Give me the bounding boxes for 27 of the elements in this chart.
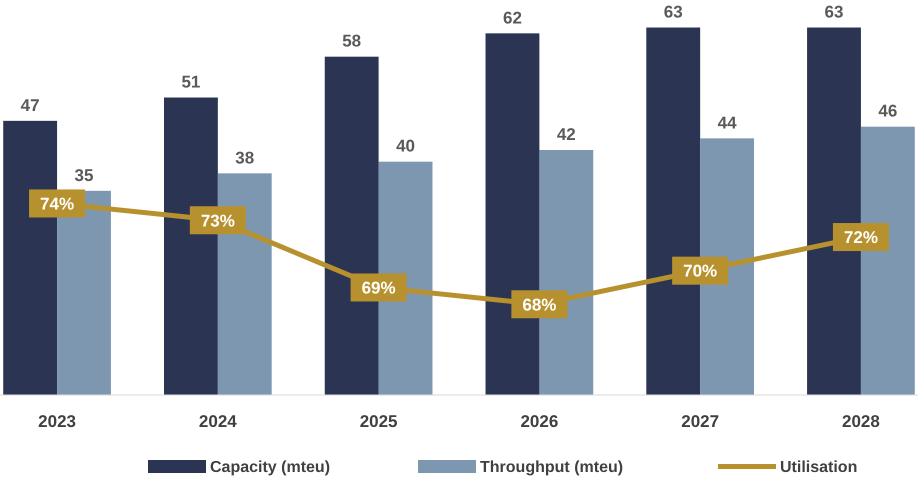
x-tick-label: 2027 [681, 412, 720, 431]
x-tick-label: 2026 [520, 412, 558, 431]
data-label: 42 [556, 125, 576, 144]
x-tick-label: 2025 [360, 412, 398, 431]
legend-label: Throughput (mteu) [480, 459, 624, 476]
data-label: 63 [824, 2, 844, 22]
data-label: 72% [844, 228, 878, 248]
legend-label: Utilisation [780, 459, 858, 476]
data-label: 44 [718, 113, 738, 132]
data-label: 68% [522, 295, 556, 314]
data-label: 46 [878, 102, 898, 121]
data-label: 69% [362, 278, 396, 298]
data-label: 38 [235, 148, 254, 168]
data-label: 63 [664, 2, 683, 22]
legend-label: Capacity (mteu) [210, 459, 330, 476]
x-tick-label: 2023 [38, 412, 76, 431]
data-label: 35 [74, 166, 94, 185]
data-label: 73% [200, 211, 235, 230]
data-label: 74% [40, 194, 74, 214]
data-label: 51 [181, 72, 200, 92]
data-label: 58 [342, 32, 362, 51]
data-label: 62 [502, 8, 522, 28]
x-tick-label: 2024 [198, 412, 238, 431]
data-label: 70% [683, 262, 718, 281]
data-label: 47 [20, 96, 40, 115]
data-label: 40 [396, 136, 416, 156]
x-tick-label: 2028 [842, 412, 880, 431]
